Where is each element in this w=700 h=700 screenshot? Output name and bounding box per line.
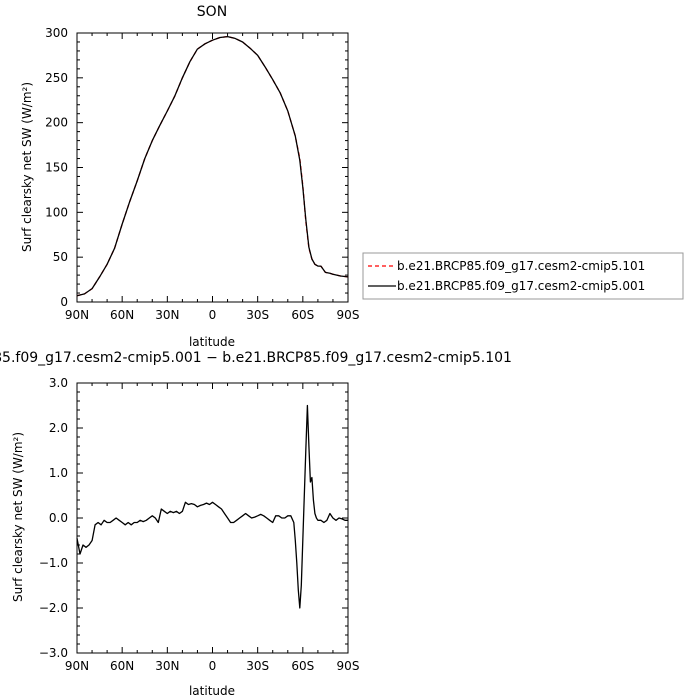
top-x-tick-label: 60S	[291, 308, 314, 322]
bottom-axis-ticks	[76, 382, 349, 654]
legend-box	[362, 252, 684, 300]
top-y-tick-label: 300	[45, 26, 68, 40]
top-x-tick-label: 90N	[65, 308, 89, 322]
top-x-tick-label: 90S	[337, 308, 360, 322]
top-chart-title: SON	[197, 4, 227, 20]
bottom-x-axis-label: latitude	[189, 684, 235, 698]
bottom-x-tick-label: 90S	[337, 659, 360, 673]
bottom-chart-title: b.e21.BRCP85.f09_g17.cesm2-cmip5.001 − b…	[0, 350, 512, 366]
bottom-y-tick-label: −2.0	[39, 601, 68, 615]
bottom-series-lines	[76, 404, 348, 609]
bottom-y-tick-labels: −3.0 −2.0 −1.0 0.0 1.0 2.0 3.0	[39, 376, 68, 660]
bottom-x-tick-label: 0	[209, 659, 217, 673]
bottom-series-line-0	[76, 404, 348, 609]
top-x-axis-label: latitude	[189, 335, 235, 349]
legend-label-001: b.e21.BRCP85.f09_g17.cesm2-cmip5.001	[397, 279, 645, 293]
top-y-axis-label: Surf clearsky net SW (W/m²)	[20, 82, 34, 252]
bottom-y-tick-label: 1.0	[49, 466, 68, 480]
top-y-tick-label: 250	[45, 71, 68, 85]
top-panel: SON 90N 60N 30N 0 30S 60S 90S 0 50 100 150 200 250 3…	[20, 4, 359, 349]
bottom-x-tick-labels: 90N 60N 30N 0 30S 60S 90S	[65, 659, 360, 673]
legend: b.e21.BRCP85.f09_g17.cesm2-cmip5.101 b.e…	[362, 252, 684, 300]
bottom-x-tick-label: 60N	[110, 659, 134, 673]
top-series-lines	[76, 35, 349, 297]
bottom-y-tick-label: 0.0	[49, 511, 68, 525]
top-x-tick-labels: 90N 60N 30N 0 30S 60S 90S	[65, 308, 360, 322]
bottom-x-tick-label: 30N	[155, 659, 179, 673]
bottom-y-tick-label: 3.0	[49, 376, 68, 390]
top-x-tick-label: 60N	[110, 308, 134, 322]
bottom-panel: b.e21.BRCP85.f09_g17.cesm2-cmip5.001 − b…	[0, 350, 512, 698]
bottom-y-axis-label: Surf clearsky net SW (W/m²)	[11, 432, 25, 602]
bottom-x-tick-label: 90N	[65, 659, 89, 673]
top-y-tick-label: 200	[45, 116, 68, 130]
top-plot-frame	[76, 32, 349, 303]
legend-label-101: b.e21.BRCP85.f09_g17.cesm2-cmip5.101	[397, 259, 645, 273]
top-series-line-1	[76, 35, 349, 297]
bottom-y-tick-label: −3.0	[39, 646, 68, 660]
top-x-tick-label: 30S	[246, 308, 269, 322]
top-y-tick-labels: 0 50 100 150 200 250 300	[45, 26, 68, 309]
top-series-line-0	[76, 35, 349, 297]
top-y-tick-label: 150	[45, 161, 68, 175]
top-y-tick-label: 100	[45, 205, 68, 219]
top-x-tick-label: 0	[209, 308, 217, 322]
top-y-tick-label: 0	[60, 295, 68, 309]
bottom-y-tick-label: −1.0	[39, 556, 68, 570]
bottom-x-tick-label: 60S	[291, 659, 314, 673]
top-x-tick-label: 30N	[155, 308, 179, 322]
bottom-x-tick-label: 30S	[246, 659, 269, 673]
top-y-tick-label: 50	[53, 250, 68, 264]
top-axis-ticks	[76, 32, 349, 303]
bottom-y-tick-label: 2.0	[49, 421, 68, 435]
